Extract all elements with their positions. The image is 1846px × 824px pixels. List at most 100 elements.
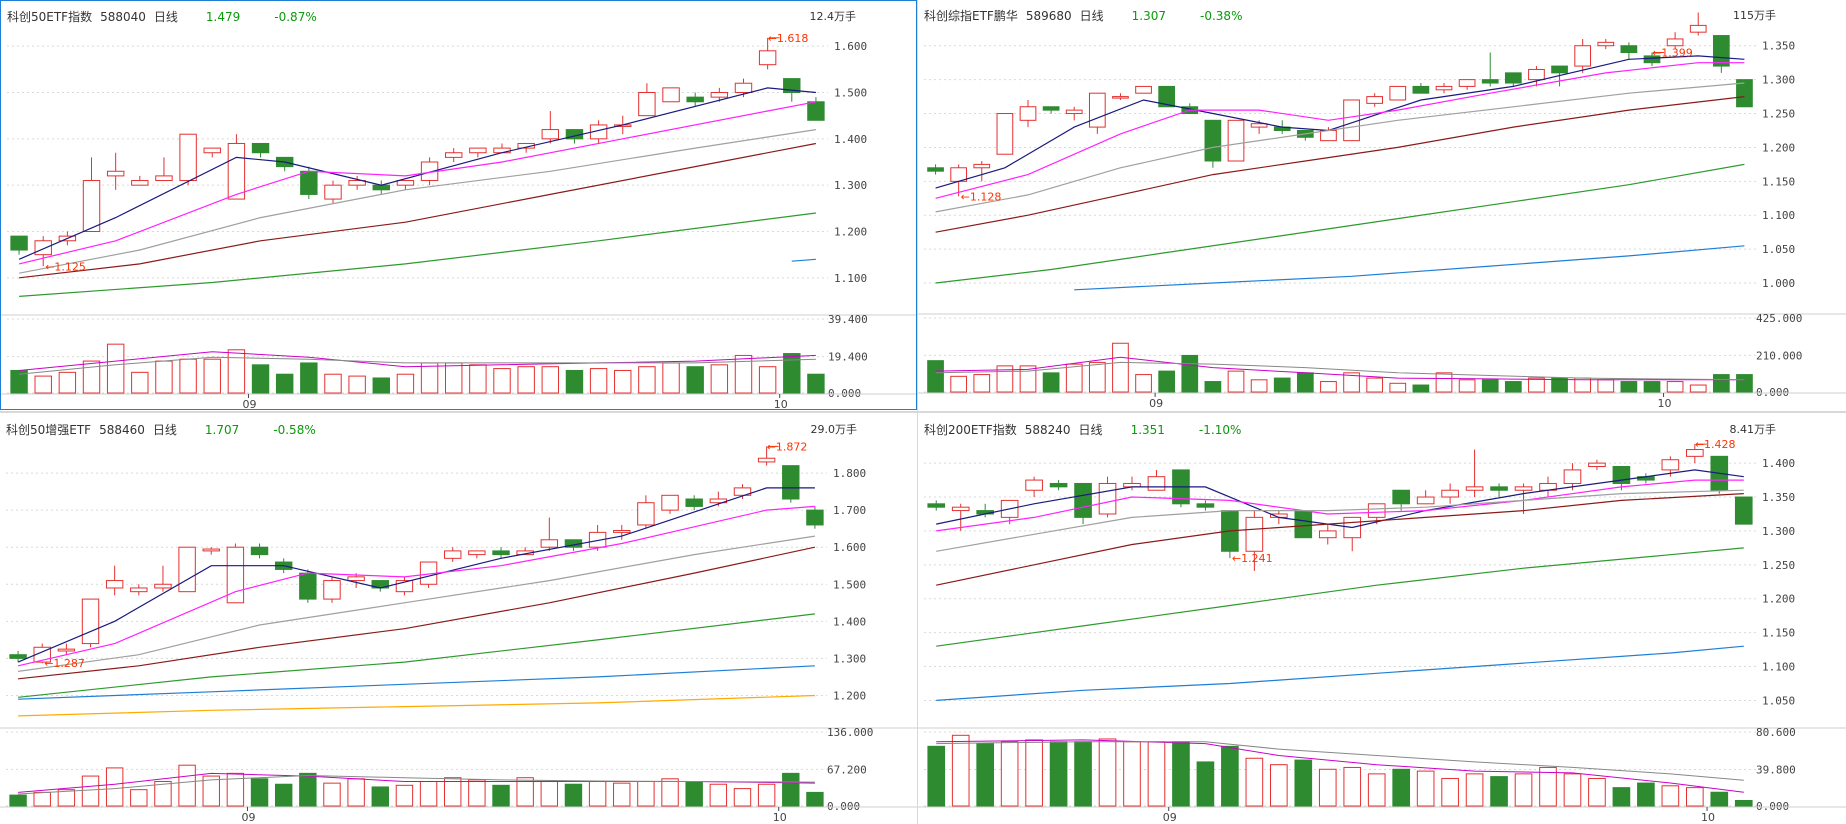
low-price-label: ←1.241 (1232, 552, 1273, 565)
security-code: 588460 (99, 423, 145, 437)
volume-bar-up (395, 784, 414, 807)
candle-up (468, 550, 486, 556)
x-tick-label: 09 (242, 398, 256, 410)
change-percent: -0.58% (273, 423, 316, 437)
volume-bar-down (927, 745, 946, 807)
candle-up (734, 82, 753, 93)
candle-up (444, 550, 462, 559)
candle-down (251, 142, 270, 154)
volume-bar-down (9, 794, 27, 807)
candle-down (250, 546, 269, 556)
volume-bar-up (105, 767, 124, 807)
price-tick-label: 1.350 (1762, 40, 1795, 53)
volume-bar-up (1435, 372, 1453, 393)
candle-down (1736, 79, 1753, 108)
volume-bar-up (1367, 773, 1386, 807)
candle-up (178, 546, 196, 593)
volume-bar-up (588, 781, 607, 807)
candle-up (1528, 68, 1545, 81)
price-tick-label: 1.300 (833, 652, 866, 665)
volume-bar-up (589, 368, 608, 394)
volume-bar-up (613, 782, 631, 807)
candle-up (1588, 462, 1606, 468)
candlestick-chart[interactable]: 1.800 1.700 1.600 1.500 1.400 1.300 1.200 136.0… (0, 414, 917, 824)
candle-up (106, 170, 125, 177)
candle-up (1389, 85, 1407, 101)
volume-bar-up (1343, 372, 1360, 393)
volume-bar-down (1736, 374, 1753, 393)
volume-bar-down (1294, 759, 1313, 807)
candle-up (1367, 503, 1386, 518)
candle-down (1049, 482, 1068, 488)
chart-panel-kc200etf[interactable]: 科创200ETF指数 588240 日线 1.351 -1.10% 8.41万手 1.4… (918, 414, 1846, 824)
price-tick-label: 1.300 (1762, 525, 1795, 538)
candle-down (927, 167, 944, 172)
volume-bar-down (492, 784, 510, 807)
candle-down (372, 184, 390, 191)
security-code: 588240 (1024, 423, 1071, 437)
volume-bar-up (950, 375, 968, 393)
volume-bar-up (757, 783, 776, 807)
price-tick-label: 1.350 (1762, 491, 1795, 504)
low-price-label: ←1.128 (961, 190, 1002, 203)
volume-bar-down (1504, 381, 1522, 393)
candlestick-chart[interactable]: 1.350 1.300 1.250 1.200 1.150 1.100 1.050 1.000… (918, 0, 1846, 410)
volume-bar-up (1689, 384, 1707, 393)
volume-bar-up (1147, 741, 1166, 807)
candle-up (179, 133, 197, 182)
volume-bar-up (1320, 381, 1337, 393)
volume-bar-down (10, 369, 28, 394)
volume-bar-up (661, 778, 679, 807)
volume-bar-up (348, 375, 366, 394)
candle-up (227, 142, 246, 200)
candle-down (299, 572, 317, 600)
candle-up (758, 50, 777, 66)
volume-bar-up (179, 358, 197, 394)
volume-bar-up (82, 360, 101, 394)
candle-down (783, 78, 801, 93)
security-code: 589680 (1025, 9, 1072, 23)
security-code: 588040 (100, 10, 146, 24)
candle-down (782, 465, 800, 500)
volume-bar-up (324, 373, 342, 394)
candle-up (226, 546, 245, 604)
candle-up (1689, 24, 1707, 33)
volume-bar-down (1296, 372, 1314, 393)
moving-average-line (936, 645, 1744, 701)
low-price-label: ←1.287 (44, 657, 85, 670)
candle-up (1458, 79, 1476, 87)
volume-bar-up (1000, 741, 1019, 807)
volume-bar-down (1734, 799, 1753, 807)
price-tick-label: 1.500 (833, 578, 866, 591)
volume-bar-down (1712, 374, 1730, 393)
chart-panel-kc50etf[interactable]: 科创50ETF指数 588040 日线 1.479 -0.87% 12.4万手 1.60… (0, 0, 917, 410)
x-tick-label: 09 (1149, 397, 1163, 410)
volume-bar-up (637, 781, 655, 807)
price-tick-label: 1.150 (1762, 175, 1795, 188)
chart-panel-kc50-enhanced-etf[interactable]: 科创50增强ETF 588460 日线 1.707 -0.58% 29.0万手 1.80… (0, 414, 917, 824)
candle-down (1412, 85, 1430, 94)
high-price-label: ←1.618 (768, 32, 809, 45)
price-tick-label: 1.200 (1762, 593, 1795, 606)
candlestick-chart[interactable]: 1.400 1.350 1.300 1.250 1.200 1.150 1.100 1.050… (918, 414, 1846, 824)
price-tick-label: 1.300 (834, 179, 867, 192)
candlestick-chart[interactable]: 1.600 1.500 1.400 1.300 1.200 1.100 39.400 19.4… (1, 1, 917, 410)
chart-header: 科创综指ETF鹏华 589680 日线 1.307 -0.38% (924, 7, 1250, 24)
volume-bar-down (782, 772, 800, 807)
period-label: 日线 (152, 423, 177, 437)
candle-up (1686, 449, 1704, 457)
period-label: 日线 (1079, 9, 1104, 23)
chart-panel-kczz-etf[interactable]: 科创综指ETF鹏华 589680 日线 1.307 -0.38% 115万手 1.350… (918, 0, 1846, 410)
volume-bar-up (130, 789, 148, 807)
candle-down (1204, 119, 1222, 162)
volume-average-line (19, 351, 816, 371)
volume-bar-up (58, 371, 77, 394)
x-tick-label: 10 (1701, 811, 1715, 824)
volume-unit-label: 29.0万手 (810, 423, 858, 436)
candle-up (324, 184, 342, 200)
volume-bar-down (1273, 377, 1291, 393)
candle-up (1661, 459, 1680, 471)
volume-bar-down (1074, 741, 1092, 807)
chart-header: 科创50增强ETF 588460 日线 1.707 -0.58% (6, 421, 324, 438)
price-tick-label: 1.500 (834, 87, 867, 100)
